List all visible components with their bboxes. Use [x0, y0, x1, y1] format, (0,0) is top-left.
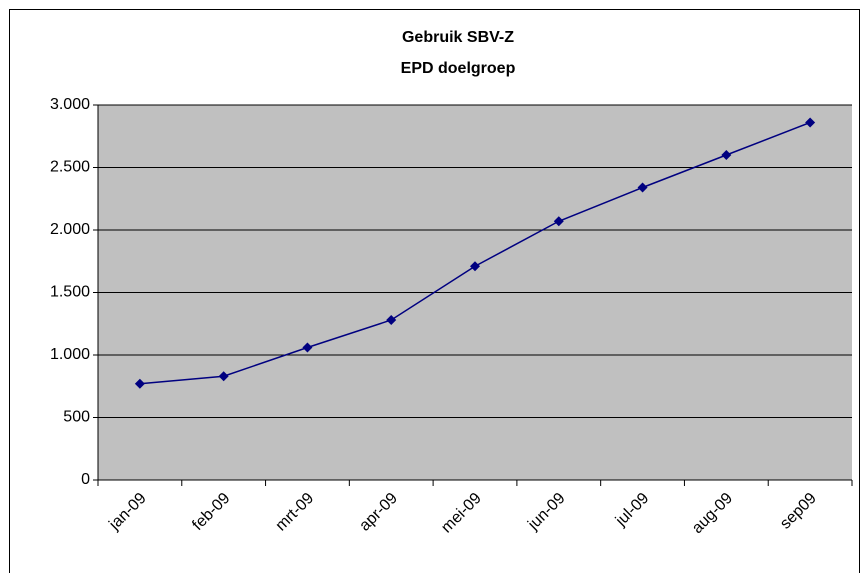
data-point — [386, 315, 397, 325]
data-point — [302, 342, 313, 353]
data-point — [470, 261, 480, 272]
y-tick-label: 1.500 — [50, 284, 90, 301]
data-point — [134, 378, 145, 389]
chart-title: Gebruik SBV-Z — [402, 29, 514, 46]
data-point — [721, 150, 732, 160]
data-point — [637, 182, 648, 193]
data-point — [218, 371, 229, 382]
y-tick-label: 3.000 — [50, 96, 90, 113]
y-tick-label: 500 — [63, 409, 90, 426]
chart-subtitle: EPD doelgroep — [401, 60, 516, 77]
y-tick-label: 2.000 — [50, 221, 90, 238]
data-point — [805, 117, 816, 128]
y-tick-label: 0 — [81, 471, 90, 488]
data-point — [553, 216, 564, 227]
y-tick-label: 2.500 — [50, 159, 90, 176]
y-tick-label: 1.000 — [50, 346, 90, 363]
